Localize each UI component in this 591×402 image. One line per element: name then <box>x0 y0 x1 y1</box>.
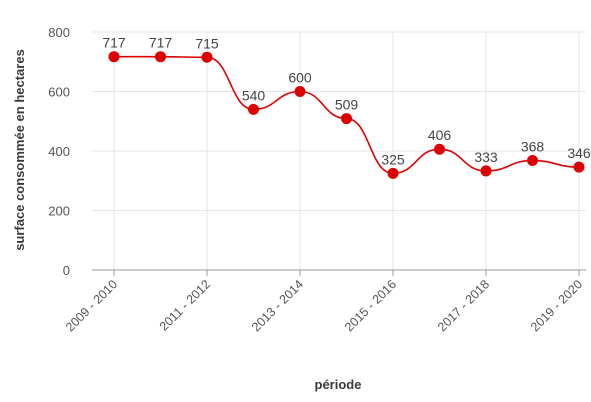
data-point <box>108 51 120 63</box>
y-axis-title: surface consommée en hectares <box>12 49 27 251</box>
data-label: 406 <box>428 127 452 143</box>
data-label: 600 <box>288 70 312 86</box>
x-axis-title: période <box>315 377 362 392</box>
y-tick-label: 800 <box>48 25 70 40</box>
data-point <box>573 161 585 173</box>
data-point <box>201 51 213 63</box>
data-point <box>480 165 492 177</box>
x-tick-label: 2009 - 2010 <box>63 277 120 334</box>
x-tick-label: 2019 - 2020 <box>528 277 585 334</box>
data-label: 540 <box>242 87 266 103</box>
data-points <box>108 51 585 179</box>
data-point <box>155 51 166 63</box>
data-point <box>248 103 259 115</box>
data-label: 346 <box>567 145 591 161</box>
y-tick-label: 200 <box>48 204 70 219</box>
axes: 0 200 400 600 800 2009 - 2010 2011 - 2012 2013 … <box>48 25 586 334</box>
x-tick-label: 2017 - 2018 <box>435 277 492 334</box>
y-tick-label: 600 <box>48 85 70 100</box>
data-label: 717 <box>102 35 126 51</box>
data-label: 717 <box>149 35 173 51</box>
grid <box>92 31 586 270</box>
data-point <box>341 113 352 125</box>
x-tick-label: 2015 - 2016 <box>342 277 399 334</box>
data-point <box>527 155 538 167</box>
data-point <box>294 86 306 97</box>
data-label: 333 <box>474 149 498 165</box>
y-tick-label: 400 <box>48 144 70 159</box>
x-tick-label: 2011 - 2012 <box>157 277 213 333</box>
data-labels: 717 717 715 540 600 509 325 406 333 368 346 <box>102 35 591 168</box>
data-point <box>387 167 399 179</box>
data-label: 368 <box>521 139 545 155</box>
data-label: 715 <box>195 35 219 51</box>
data-label: 325 <box>381 151 405 167</box>
y-tick-label: 0 <box>63 263 70 278</box>
x-tick-label: 2013 - 2014 <box>249 277 306 334</box>
data-point <box>434 143 445 155</box>
data-label: 509 <box>335 97 359 113</box>
